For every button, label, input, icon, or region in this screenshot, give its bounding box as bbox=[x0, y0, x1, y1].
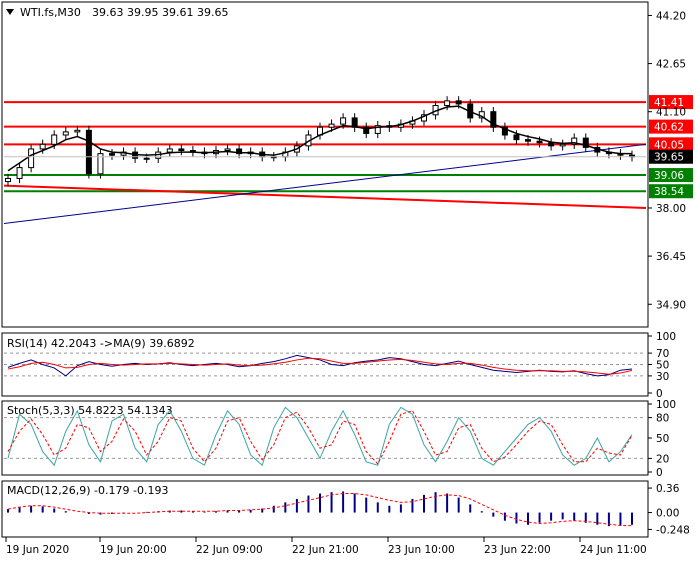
axes-layer: 41.41 40.62 40.05 39.06 38.54 44.20 42.65 41.10… bbox=[5, 10, 693, 556]
candle-body bbox=[143, 157, 150, 160]
candle-body bbox=[97, 153, 104, 175]
x-tick-label: 23 Jun 22:00 bbox=[484, 544, 551, 556]
stoch-panel-title: Stoch(5,3,3) 54.8223 54.1343 bbox=[7, 404, 173, 417]
candle-body bbox=[490, 111, 497, 128]
rsi-tick-label: 0 bbox=[656, 388, 663, 400]
y-tick-label: 38.00 bbox=[656, 203, 686, 215]
candle-body bbox=[455, 100, 462, 105]
candle-body bbox=[5, 177, 11, 183]
candle-body bbox=[444, 100, 451, 106]
trendline-0 bbox=[3, 184, 647, 209]
macd-tick-label: -0.248 bbox=[656, 524, 690, 536]
candle-body bbox=[16, 167, 23, 179]
candle-body bbox=[109, 153, 115, 156]
candle-body bbox=[536, 140, 543, 144]
price-layer bbox=[3, 96, 647, 225]
rsi-panel-title: RSI(14) 42.2043 ->MA(9) 39.6892 bbox=[7, 337, 195, 350]
collapse-triangle-icon[interactable] bbox=[6, 9, 14, 15]
x-tick-label: 23 Jun 10:00 bbox=[388, 544, 455, 556]
stoch-main-line bbox=[7, 406, 633, 467]
level-tag-bg-40.62 bbox=[649, 119, 693, 134]
level-tag-40.05: 40.05 bbox=[654, 139, 684, 151]
candle-body bbox=[28, 148, 35, 169]
candle-body bbox=[62, 131, 69, 136]
rsi-rsi-line bbox=[7, 354, 633, 377]
stoch-tick-label: 50 bbox=[656, 433, 669, 445]
stoch-tick-label: 0 bbox=[656, 467, 663, 479]
rsi-tick-label: 30 bbox=[656, 371, 669, 383]
candle-body bbox=[559, 143, 566, 147]
candle-body bbox=[513, 134, 520, 141]
candle-body bbox=[374, 125, 381, 134]
candle-body bbox=[224, 148, 231, 152]
candle-body bbox=[548, 142, 555, 147]
level-tag-bg-40.05 bbox=[649, 137, 693, 152]
y-tick-label: 41.10 bbox=[656, 107, 686, 119]
y-tick-label: 36.45 bbox=[656, 251, 686, 263]
candle-body bbox=[74, 129, 81, 133]
rsi-ma-line bbox=[7, 357, 633, 375]
candle-body bbox=[501, 126, 508, 136]
current-price-tag: 39.65 bbox=[654, 152, 684, 164]
level-tag-39.06: 39.06 bbox=[654, 170, 684, 182]
candle-body bbox=[178, 148, 185, 152]
stoch-panel-frame bbox=[1, 400, 649, 476]
price-panel-frame bbox=[1, 1, 649, 328]
y-tick-label: 34.90 bbox=[656, 299, 686, 311]
candle-body bbox=[571, 137, 578, 145]
macd-tick-label: 0.00 bbox=[656, 508, 679, 520]
candle-body bbox=[166, 148, 173, 153]
current-price-tag-bg bbox=[649, 149, 693, 164]
trendline-1 bbox=[3, 143, 647, 225]
level-tag-41.41: 41.41 bbox=[654, 97, 684, 109]
stoch-tick-label: 80 bbox=[656, 413, 669, 425]
macd-tick-label: 0.36 bbox=[656, 483, 680, 495]
stoch-tick-label: 20 bbox=[656, 453, 669, 465]
candle-body bbox=[51, 134, 58, 145]
x-tick-label: 19 Jun 2020 bbox=[6, 544, 69, 556]
macd-layer bbox=[7, 491, 633, 527]
level-tag-40.62: 40.62 bbox=[654, 122, 684, 134]
candle-body bbox=[328, 123, 335, 128]
candle-body bbox=[85, 129, 92, 175]
stoch-tick-label: 100 bbox=[656, 399, 676, 411]
ohlc-values: 39.63 39.95 39.61 39.65 bbox=[92, 6, 228, 19]
rsi-layer bbox=[4, 352, 646, 377]
symbol-label: WTI.fs,M30 bbox=[20, 6, 81, 19]
macd-panel-frame bbox=[1, 480, 649, 538]
x-tick-label: 24 Jun 11:00 bbox=[580, 544, 647, 556]
x-tick-label: 22 Jun 21:00 bbox=[292, 544, 359, 556]
rsi-tick-label: 70 bbox=[656, 348, 669, 360]
rsi-tick-label: 100 bbox=[656, 331, 676, 343]
stoch-signal-line bbox=[7, 410, 633, 465]
level-tag-bg-41.41 bbox=[649, 95, 693, 110]
macd-panel-title: MACD(12,26,9) -0.179 -0.193 bbox=[7, 484, 168, 497]
candle-body bbox=[39, 143, 46, 150]
level-tag-bg-38.54 bbox=[649, 184, 693, 199]
candle-body bbox=[236, 148, 243, 155]
candle-body bbox=[525, 139, 531, 142]
moving-average-line bbox=[7, 105, 632, 172]
rsi-tick-label: 50 bbox=[656, 360, 669, 372]
y-tick-label: 42.65 bbox=[656, 59, 686, 71]
candle-body bbox=[340, 117, 347, 125]
level-tag-38.54: 38.54 bbox=[654, 186, 684, 198]
x-tick-label: 22 Jun 09:00 bbox=[196, 544, 263, 556]
y-tick-label: 44.20 bbox=[656, 10, 686, 22]
candle-body bbox=[582, 137, 589, 148]
x-tick-label: 19 Jun 20:00 bbox=[100, 544, 167, 556]
stoch-layer bbox=[4, 406, 646, 467]
candle-body bbox=[363, 126, 370, 134]
level-tag-bg-39.06 bbox=[649, 168, 693, 183]
